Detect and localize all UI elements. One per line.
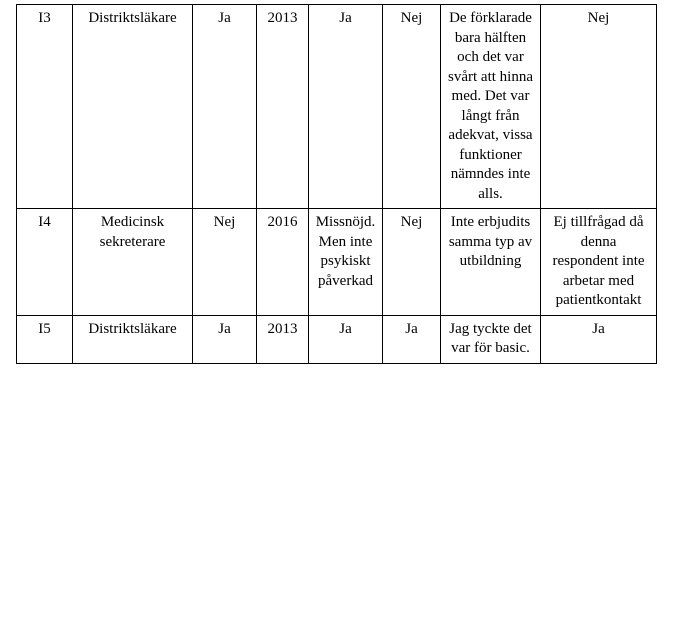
cell-c3: Ja [193, 315, 257, 363]
cell-c8: Nej [541, 5, 657, 209]
cell-year: 2013 [257, 5, 309, 209]
cell-role: Medicinsk sekreterare [73, 209, 193, 316]
cell-c6: Nej [383, 209, 441, 316]
cell-c7: Jag tyckte det var för basic. [441, 315, 541, 363]
cell-role: Distriktsläkare [73, 315, 193, 363]
cell-c6: Nej [383, 5, 441, 209]
data-table: I3 Distriktsläkare Ja 2013 Ja Nej De för… [16, 4, 657, 364]
cell-id: I5 [17, 315, 73, 363]
cell-year: 2013 [257, 315, 309, 363]
cell-role: Distriktsläkare [73, 5, 193, 209]
cell-id: I3 [17, 5, 73, 209]
cell-c5: Ja [309, 315, 383, 363]
cell-c7: Inte erbjudits samma typ av utbildning [441, 209, 541, 316]
cell-id: I4 [17, 209, 73, 316]
table-row: I4 Medicinsk sekreterare Nej 2016 Missnö… [17, 209, 657, 316]
cell-c6: Ja [383, 315, 441, 363]
table-body: I3 Distriktsläkare Ja 2013 Ja Nej De för… [17, 5, 657, 364]
cell-c8: Ja [541, 315, 657, 363]
cell-year: 2016 [257, 209, 309, 316]
cell-c7: De förklarade bara hälften och det var s… [441, 5, 541, 209]
page: I3 Distriktsläkare Ja 2013 Ja Nej De för… [0, 4, 673, 632]
cell-c3: Ja [193, 5, 257, 209]
table-row: I3 Distriktsläkare Ja 2013 Ja Nej De för… [17, 5, 657, 209]
cell-c3: Nej [193, 209, 257, 316]
cell-c5: Ja [309, 5, 383, 209]
table-row: I5 Distriktsläkare Ja 2013 Ja Ja Jag tyc… [17, 315, 657, 363]
cell-c8: Ej tillfrågad då denna respondent inte a… [541, 209, 657, 316]
cell-c5: Missnöjd. Men inte psykiskt påverkad [309, 209, 383, 316]
